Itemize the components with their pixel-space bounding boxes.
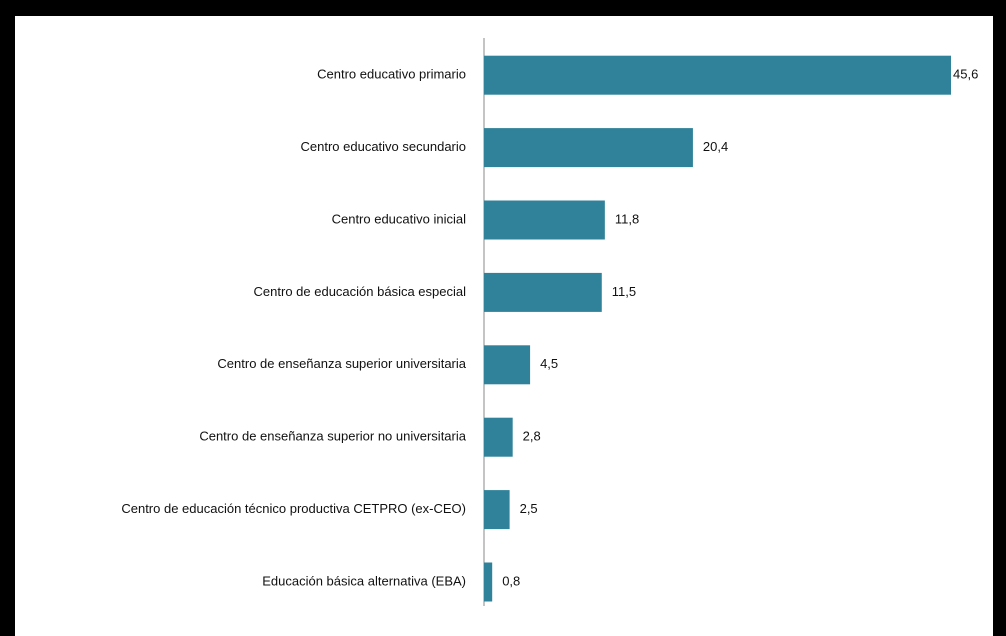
value-label: 0,8 — [502, 573, 520, 588]
category-label: Centro de educación básica especial — [254, 284, 467, 299]
bar — [484, 55, 951, 95]
category-label: Educación básica alternativa (EBA) — [262, 573, 466, 588]
chart-area — [15, 16, 993, 636]
bar — [484, 128, 693, 168]
bar — [484, 417, 513, 457]
value-label: 2,5 — [520, 501, 538, 516]
value-label: 2,8 — [523, 429, 541, 444]
bar — [484, 272, 602, 312]
bar — [484, 490, 510, 530]
category-label: Centro de enseñanza superior universitar… — [217, 356, 466, 371]
category-label: Centro educativo inicial — [332, 211, 467, 226]
bar — [484, 200, 605, 240]
value-label: 4,5 — [540, 356, 558, 371]
category-label: Centro de enseñanza superior no universi… — [199, 429, 466, 444]
value-label: 45,6 — [953, 67, 978, 82]
category-label: Centro educativo primario — [317, 67, 466, 82]
bar — [484, 562, 493, 602]
category-label: Centro educativo secundario — [301, 139, 467, 154]
category-label: Centro de educación técnico productiva C… — [121, 501, 466, 516]
bar — [484, 345, 531, 385]
value-label: 11,5 — [612, 284, 636, 299]
value-label: 11,8 — [615, 211, 639, 226]
value-label: 20,4 — [703, 139, 728, 154]
